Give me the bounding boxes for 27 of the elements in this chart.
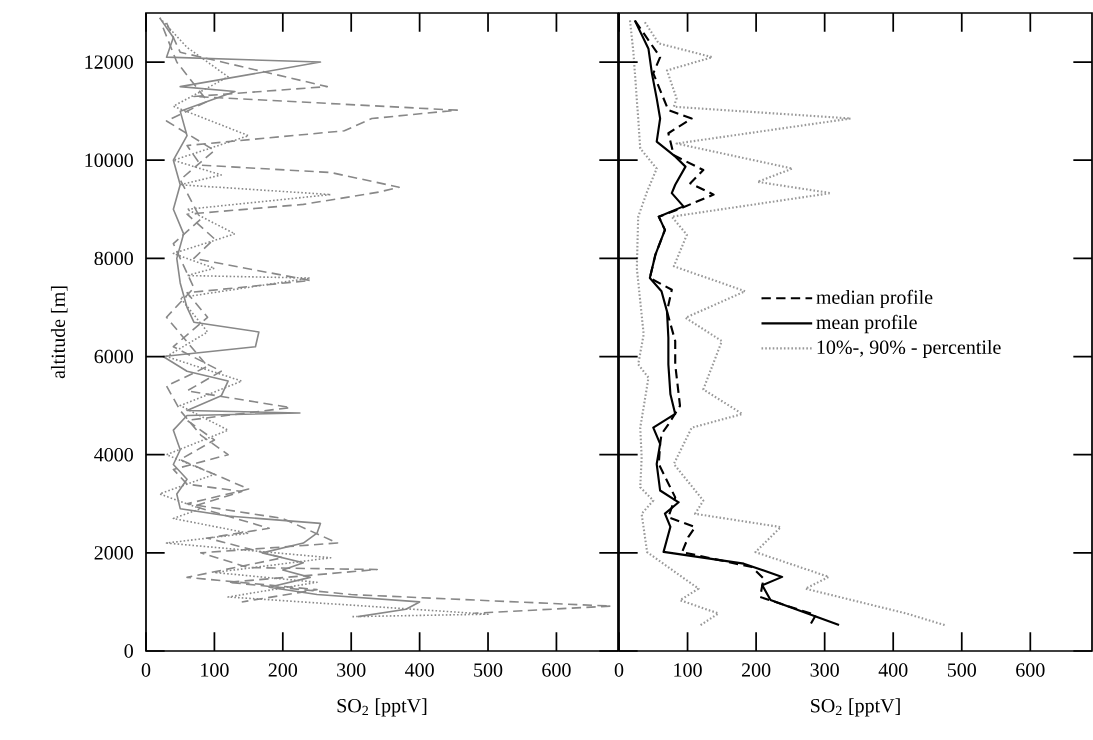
x-axis-title: SO$_{2}$ [pptV] bbox=[337, 698, 427, 717]
x-tick-label: 200 bbox=[741, 663, 771, 677]
x-tick-label: 0 bbox=[141, 663, 151, 677]
x-tick-label: 100 bbox=[201, 663, 229, 677]
x-tick-label: 600 bbox=[1016, 663, 1045, 677]
x-tick-label: 600 bbox=[542, 663, 571, 677]
x-tick-label: 300 bbox=[337, 663, 366, 677]
y-tick-label: 10000 bbox=[85, 153, 133, 167]
y-axis-title: altitude [m] bbox=[50, 286, 68, 379]
x-tick-label: 300 bbox=[810, 663, 839, 677]
y-tick-label: 8000 bbox=[94, 251, 133, 266]
legend-label: 10%-, 90% - percentile bbox=[817, 339, 1001, 359]
legend-label: mean profile bbox=[816, 314, 917, 334]
y-tick-label: 2000 bbox=[94, 546, 133, 560]
y-tick-label: 4000 bbox=[94, 447, 133, 462]
y-tick-label: 12000 bbox=[85, 55, 133, 69]
x-tick-label: 400 bbox=[878, 663, 908, 677]
x-tick-label: 0 bbox=[614, 663, 624, 677]
x-tick-label: 500 bbox=[947, 663, 976, 677]
x-tick-label: 200 bbox=[268, 663, 298, 677]
x-tick-label: 500 bbox=[474, 663, 503, 677]
y-tick-label: 0 bbox=[124, 644, 133, 658]
x-tick-label: 100 bbox=[674, 663, 702, 677]
x-tick-label: 400 bbox=[405, 663, 434, 677]
legend-label: median profile bbox=[816, 289, 933, 309]
y-tick-label: 6000 bbox=[94, 349, 133, 364]
x-axis-title: SO$_{2}$ [pptV] bbox=[811, 698, 900, 717]
